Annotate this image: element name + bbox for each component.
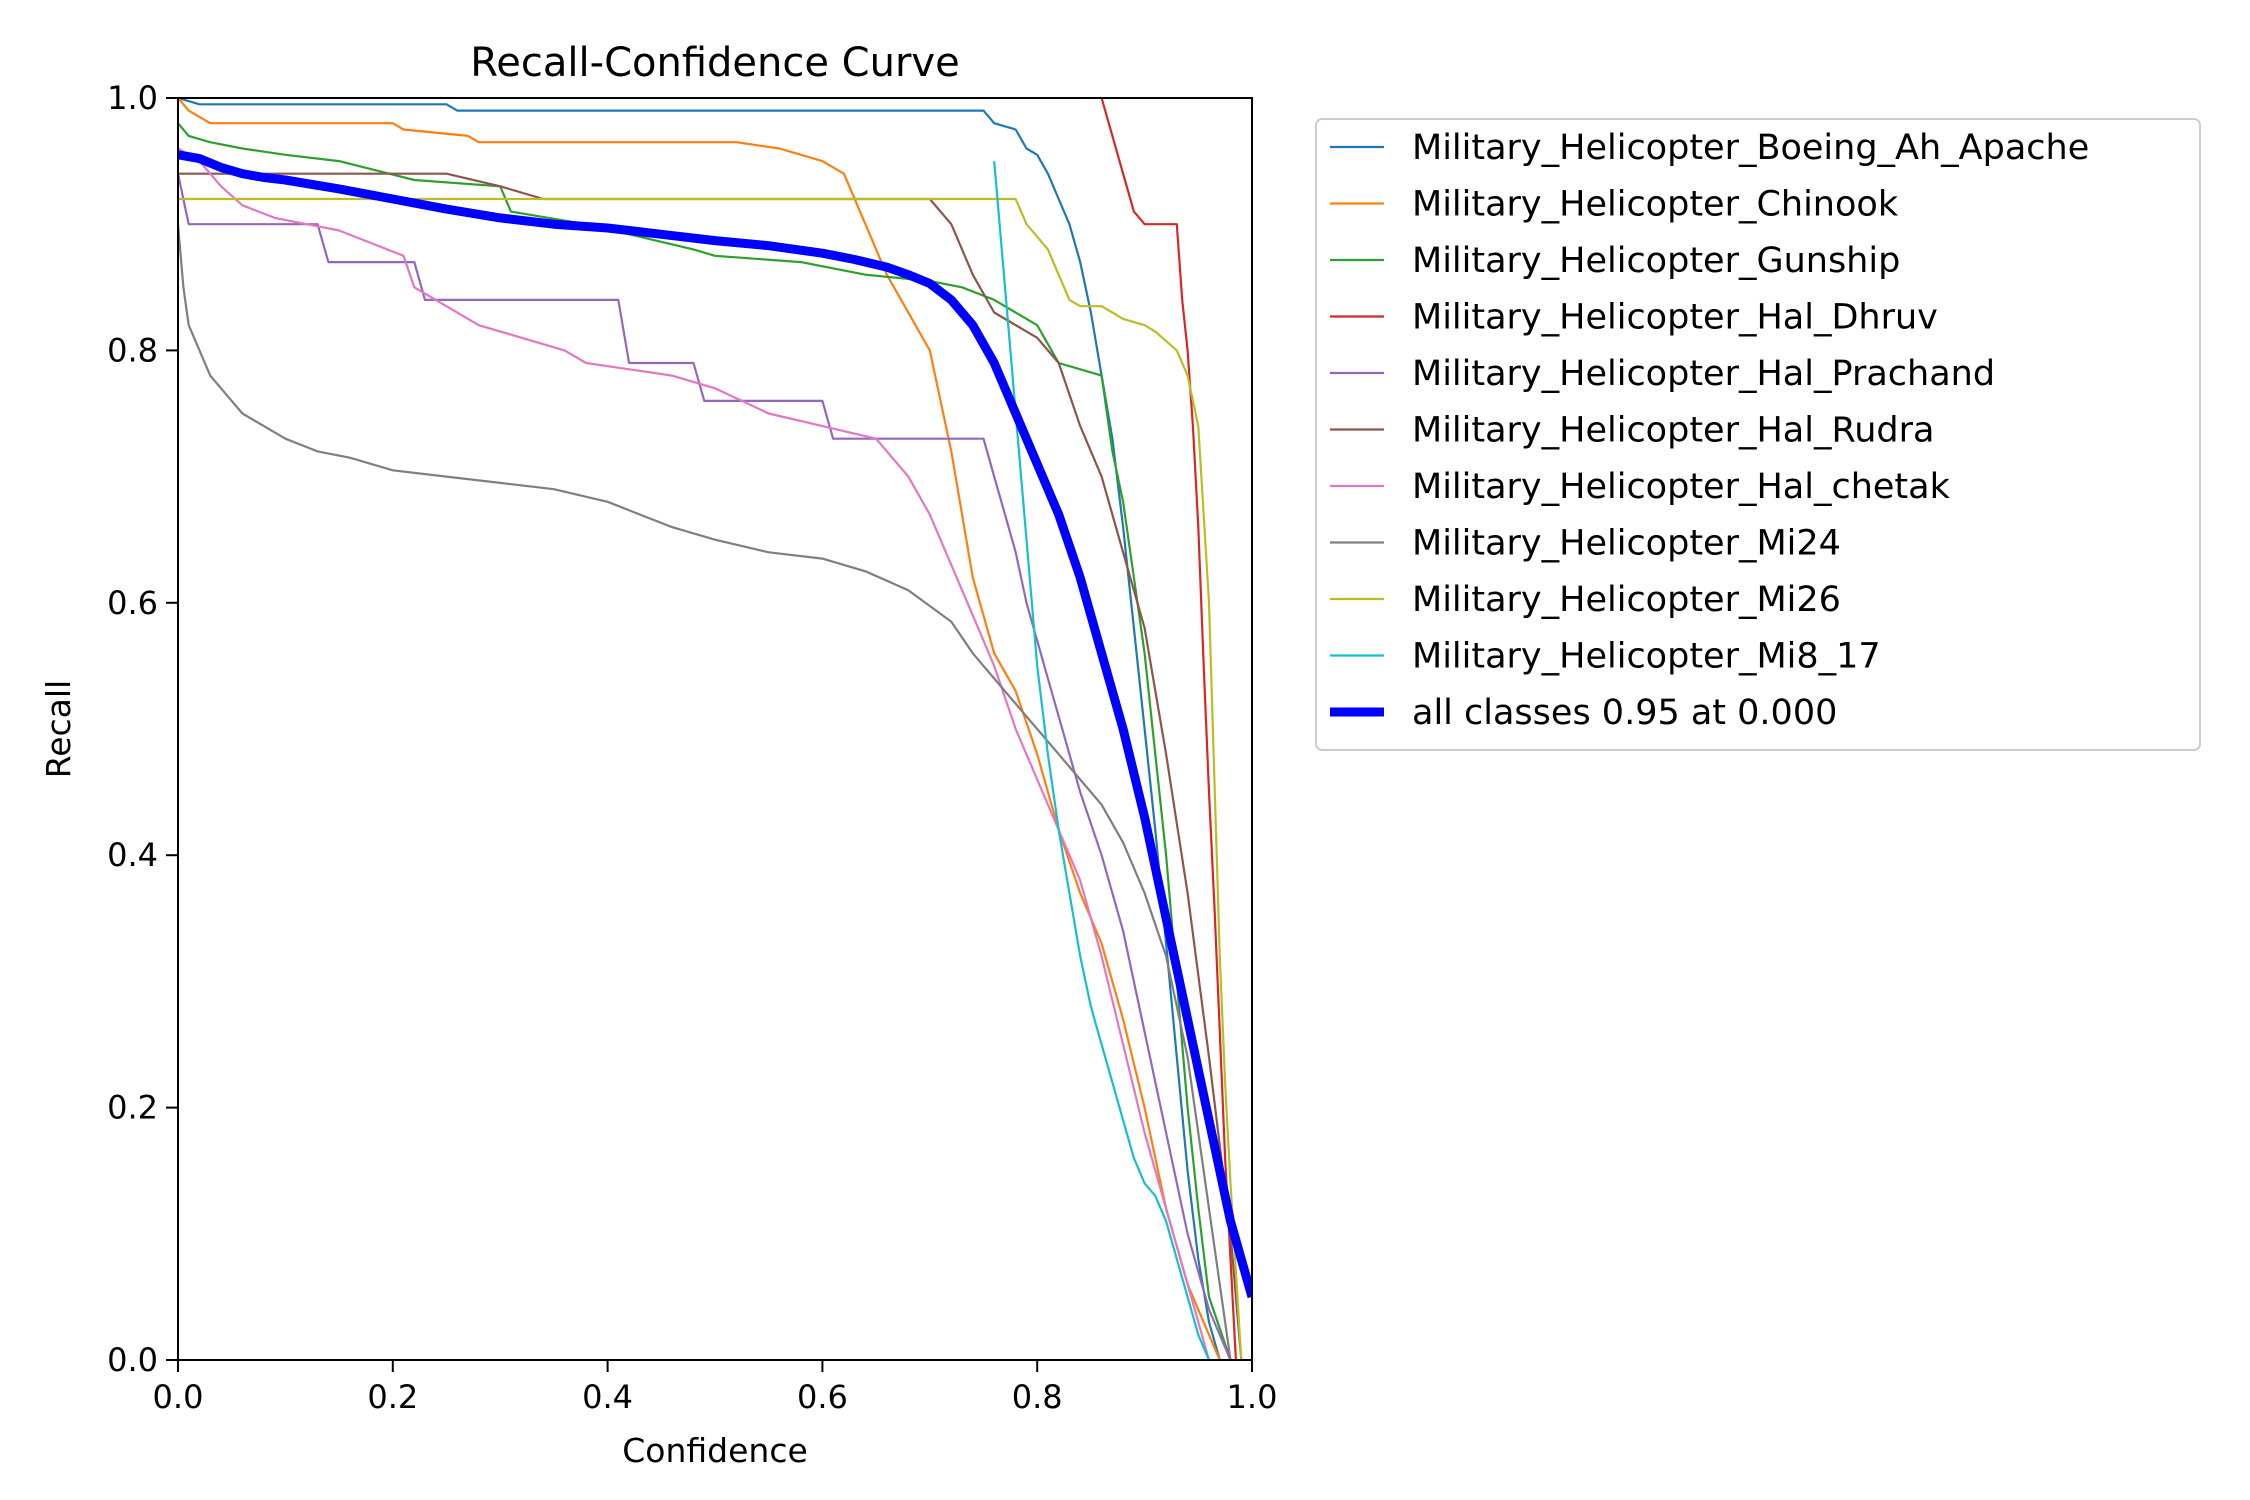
x-tick-label: 0.0 [153, 1378, 204, 1416]
legend-label-3: Military_Helicopter_Hal_Dhruv [1412, 298, 1938, 338]
series-line-8 [178, 197, 1243, 1360]
legend-label-8: Military_Helicopter_Mi26 [1412, 580, 1841, 620]
legend-label-2: Military_Helicopter_Gunship [1412, 241, 1900, 281]
legend-label-7: Military_Helicopter_Mi24 [1412, 524, 1841, 564]
plot-background [178, 98, 1252, 1360]
series-line-3 [1100, 98, 1237, 1360]
legend-label-4: Military_Helicopter_Hal_Prachand [1412, 354, 1995, 394]
legend-label-10: all classes 0.95 at 0.000 [1412, 693, 1837, 733]
y-tick-label: 0.0 [107, 1341, 158, 1379]
series-line-0 [178, 98, 1221, 1360]
series-line-10 [178, 150, 1252, 1299]
x-tick-label: 0.6 [797, 1378, 848, 1416]
y-tick-label: 0.6 [107, 584, 158, 622]
x-axis: 0.0 0.2 0.4 0.6 0.8 1.0 [153, 1360, 1278, 1416]
legend-frame [1315, 118, 2201, 751]
series-line-1 [178, 98, 1221, 1360]
y-tick-label: 0.2 [107, 1089, 158, 1127]
legend-label-1: Military_Helicopter_Chinook [1412, 185, 1899, 225]
chart-title: Recall-Confidence Curve [470, 40, 959, 86]
series-line-2 [178, 122, 1232, 1360]
x-tick-label: 0.4 [582, 1378, 633, 1416]
y-axis: 0.0 0.2 0.4 0.6 0.8 1.0 [107, 79, 178, 1379]
y-tick-label: 0.4 [107, 836, 158, 874]
y-axis-label: Recall [39, 680, 78, 778]
series-line-4 [178, 173, 1232, 1360]
x-axis-label: Confidence [622, 1431, 808, 1470]
legend-label-5: Military_Helicopter_Hal_Rudra [1412, 411, 1934, 451]
x-tick-label: 0.8 [1012, 1378, 1063, 1416]
legend-label-6: Military_Helicopter_Hal_chetak [1412, 467, 1951, 507]
plot-area [177, 97, 1253, 1361]
legend-label-0: Military_Helicopter_Boeing_Ah_Apache [1412, 128, 2089, 168]
legend-entries: Military_Helicopter_Boeing_Ah_Apache Mili… [1330, 128, 2089, 733]
x-tick-label: 0.2 [367, 1378, 418, 1416]
series-layer [178, 98, 1252, 1360]
legend-label-9: Military_Helicopter_Mi8_17 [1412, 637, 1881, 677]
series-line-6 [178, 147, 1211, 1360]
y-tick-label: 1.0 [107, 79, 158, 117]
legend: Military_Helicopter_Boeing_Ah_Apache Mili… [1315, 118, 2201, 751]
x-tick-label: 1.0 [1227, 1378, 1278, 1416]
series-line-7 [178, 224, 1232, 1360]
plot-frame [177, 97, 1253, 1361]
y-tick-label: 0.8 [107, 331, 158, 369]
